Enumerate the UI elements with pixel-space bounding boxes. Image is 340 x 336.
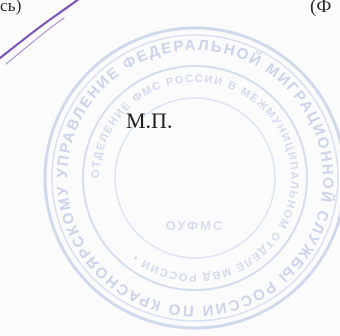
stamp-inner-text: ОТДЕЛЕНИЕ ФМС РОССИИ В МЕЖМУНИЦИПАЛЬНОМ …	[90, 73, 300, 283]
stamp-outer-inner-border	[51, 34, 339, 322]
stamp-outer-border	[43, 26, 340, 330]
seal-place-label: М.П.	[126, 108, 173, 133]
stamp-center-text: ОУФМС	[166, 218, 225, 233]
stamp-inner-border	[114, 97, 276, 259]
signature-stroke	[0, 0, 80, 65]
document-text-fragment-right: (Ф	[310, 0, 332, 17]
stamp-middle-border	[82, 65, 308, 291]
stamp-rings	[43, 26, 340, 330]
document-text-fragment-left: сь)	[0, 0, 22, 15]
